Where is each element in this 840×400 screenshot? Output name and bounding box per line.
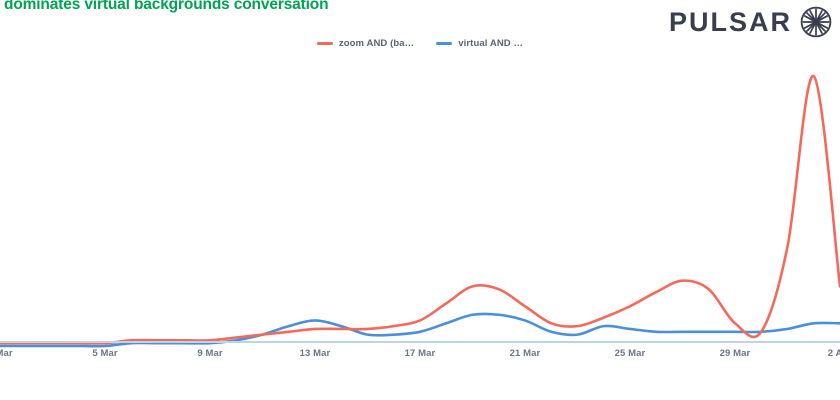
legend-label-series-0: zoom AND (ba… [338, 38, 415, 49]
legend-item-series-0[interactable]: zoom AND (ba… [316, 38, 415, 49]
legend-swatch-series-0 [316, 42, 333, 45]
chart-plot-area [0, 60, 840, 348]
pulsar-starburst-icon [798, 4, 834, 40]
line-series-zoom [0, 74, 840, 345]
x-tick-label: 17 Mar [404, 348, 436, 359]
x-axis: 1 Mar 5 Mar 9 Mar 13 Mar 17 Mar 21 Mar 25 Mar 2… [0, 340, 840, 366]
x-tick-label: 13 Mar [299, 348, 331, 359]
legend-item-series-1[interactable]: virtual AND … [436, 38, 523, 49]
chart-canvas [0, 74, 840, 348]
x-tick-label: 21 Mar [509, 348, 541, 359]
page-title: dominates virtual backgrounds conversati… [4, 0, 329, 13]
brand-wordmark: PULSAR [668, 7, 792, 37]
x-tick-label: 5 Mar [92, 348, 118, 359]
x-axis-line [0, 341, 840, 343]
legend-swatch-series-1 [436, 42, 453, 45]
chart-header: dominates virtual backgrounds conversati… [0, 0, 840, 56]
brand-logo: PULSAR [669, 4, 834, 40]
x-tick-label: 9 Mar [197, 348, 223, 359]
x-tick-label: 25 Mar [614, 348, 646, 359]
x-tick-label: 29 Mar [719, 348, 751, 359]
legend-label-series-1: virtual AND … [458, 38, 524, 49]
chart-legend: zoom AND (ba… virtual AND … [0, 38, 840, 49]
x-tick-label: 2 Apr [827, 348, 840, 359]
x-tick-label: 1 Mar [0, 348, 13, 359]
